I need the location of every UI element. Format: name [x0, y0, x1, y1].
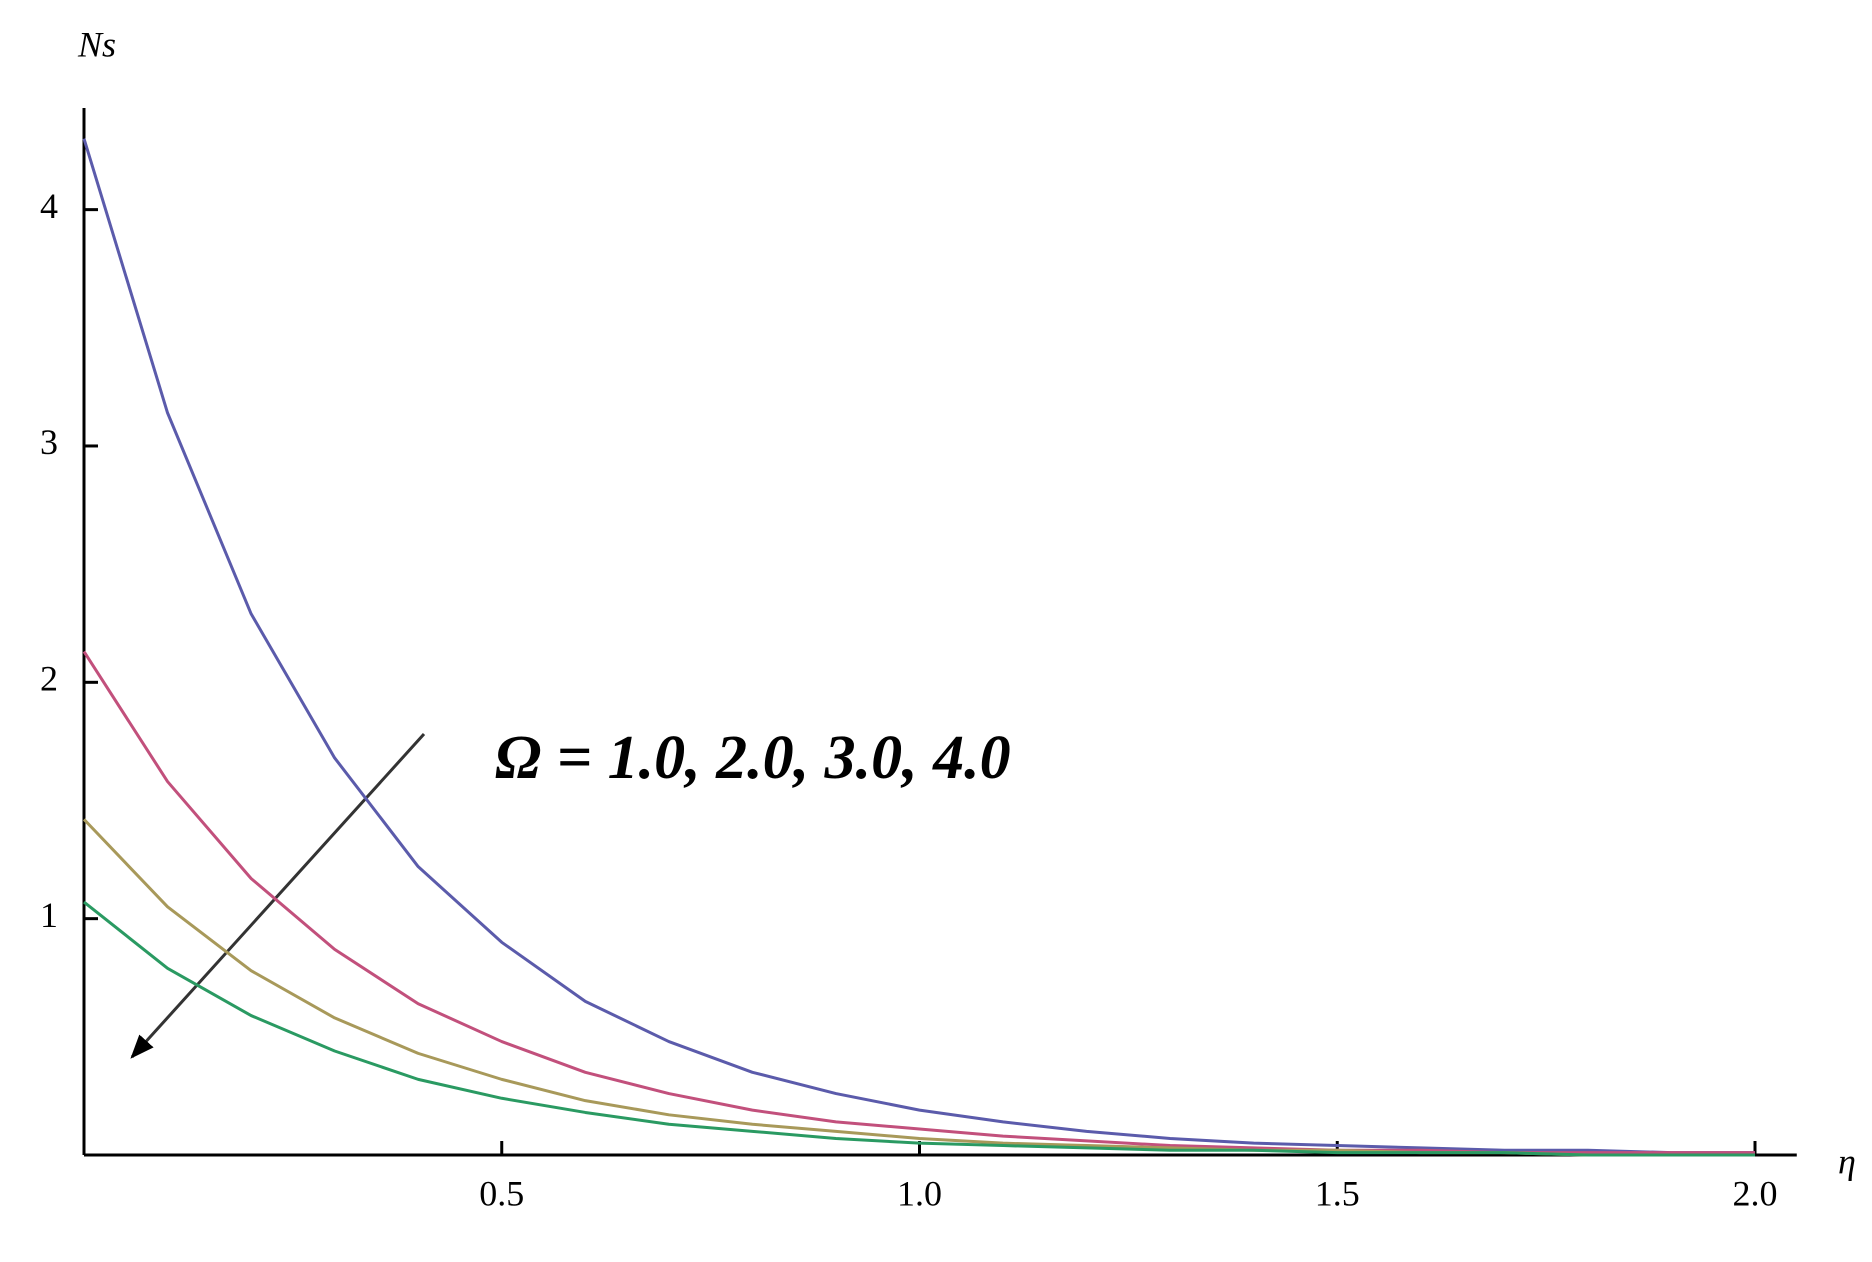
annotation: Ω = 1.0, 2.0, 3.0, 4.0 [495, 724, 1011, 792]
x-axis-label: η [1838, 1141, 1856, 1181]
x-tick-label: 1.5 [1315, 1173, 1360, 1213]
y-tick-label: 3 [40, 422, 58, 462]
y-tick-label: 4 [40, 186, 58, 226]
y-tick-label: 1 [40, 895, 58, 935]
y-tick-label: 2 [40, 659, 58, 699]
x-tick-label: 2.0 [1733, 1173, 1778, 1213]
x-tick-label: 0.5 [479, 1173, 524, 1213]
annotation-arrow [130, 732, 426, 1059]
y-axis-label: Ns [77, 24, 116, 64]
x-tick-label: 1.0 [897, 1173, 942, 1213]
line-series [82, 818, 1755, 1157]
line-series [82, 138, 1755, 1155]
line-series [83, 900, 1755, 1157]
